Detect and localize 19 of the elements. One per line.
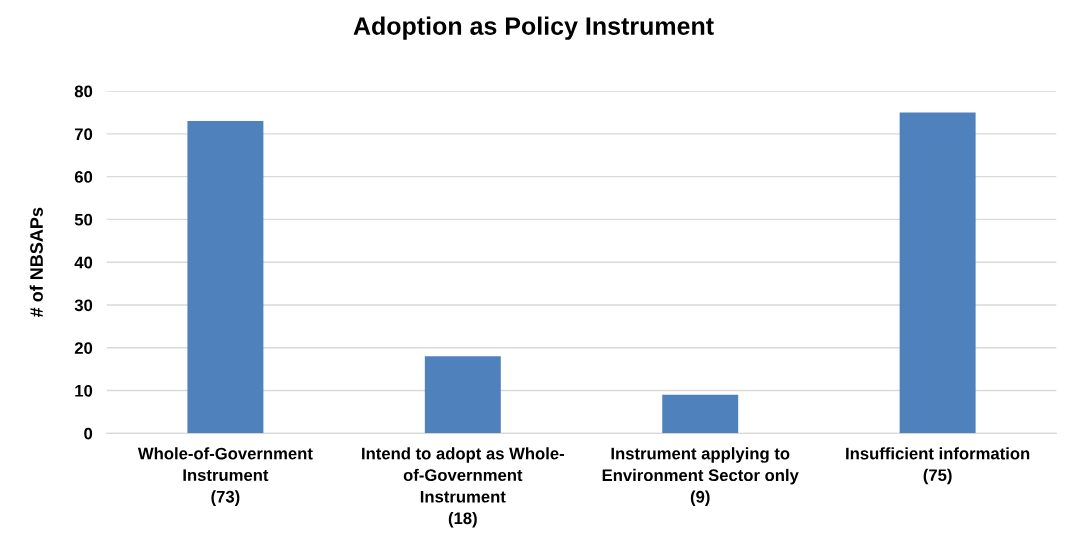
bar bbox=[662, 394, 739, 434]
x-tick-label: Intend to adopt as Whole- of-Government Instrument (18) bbox=[362, 447, 564, 528]
y-tick-label: 0 bbox=[84, 427, 93, 440]
bar bbox=[424, 356, 501, 434]
y-tick-label: 60 bbox=[74, 171, 93, 183]
y-tick-label: 70 bbox=[74, 128, 93, 141]
y-tick-label: 10 bbox=[75, 384, 93, 397]
x-tick-label: Insufficient information (75) bbox=[846, 447, 1030, 485]
bar bbox=[187, 121, 264, 434]
y-axis-title: # of NBSAPs bbox=[29, 207, 43, 318]
x-tick-label: Whole-of-Government Instrument (73) bbox=[137, 447, 313, 506]
bar bbox=[899, 112, 976, 434]
y-tick-label: 50 bbox=[74, 213, 93, 226]
y-tick-label: 30 bbox=[74, 299, 93, 312]
y-tick-label: 20 bbox=[74, 342, 93, 354]
y-tick-label: 40 bbox=[74, 256, 93, 269]
x-tick-label: Instrument applying to Environment Sector only (9) bbox=[602, 447, 799, 506]
chart-title: Adoption as Policy Instrument bbox=[353, 16, 714, 40]
y-tick-label: 80 bbox=[74, 85, 93, 98]
